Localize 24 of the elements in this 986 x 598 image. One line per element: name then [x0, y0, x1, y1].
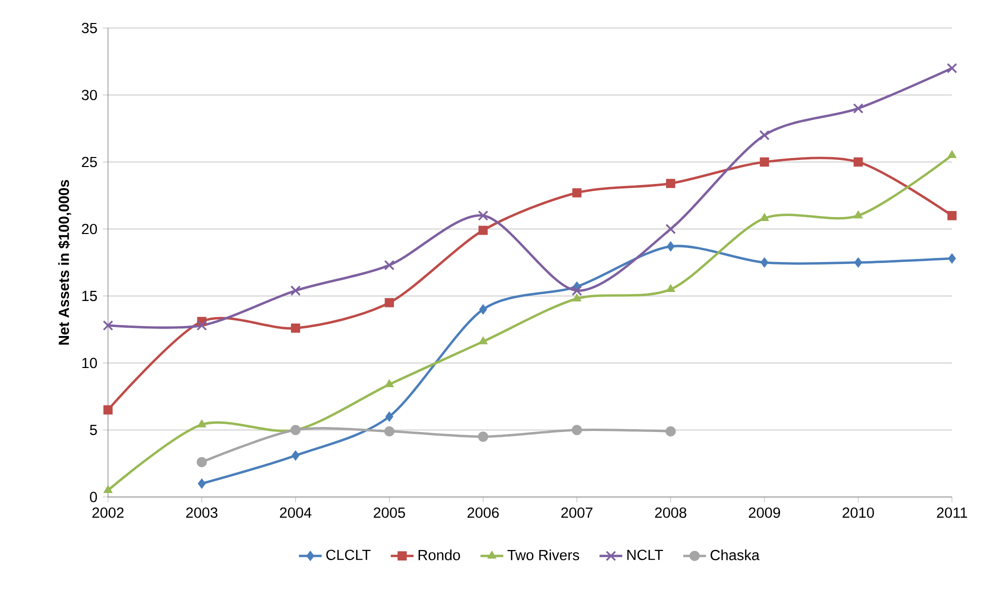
- x-tick-label: 2003: [186, 507, 218, 518]
- x-tick-label: 2010: [842, 507, 874, 518]
- y-tick-label: 35: [82, 22, 97, 34]
- y-tick-label: 30: [82, 90, 97, 100]
- x-tick-label: 2002: [92, 507, 124, 518]
- x-tick-label: 2011: [936, 507, 968, 518]
- y-axis-title: Net Assets in $100,000s: [58, 180, 72, 345]
- x-tick-label: 2009: [748, 507, 780, 518]
- x-tick-label: 2006: [468, 507, 499, 518]
- legend-label: Two Rivers: [507, 549, 580, 560]
- legend-label: CLCLT: [326, 550, 371, 560]
- legend-label: Rondo: [418, 549, 460, 560]
- y-tick-label: 0: [90, 492, 97, 502]
- legend-label: NCLT: [627, 550, 664, 560]
- x-tick-label: 2008: [655, 507, 686, 518]
- x-tick-label: 2007: [561, 507, 592, 518]
- y-tick-label: 5: [90, 424, 97, 436]
- y-tick-label: 10: [82, 358, 97, 368]
- y-tick-label: 20: [82, 224, 97, 234]
- y-tick-label: 25: [82, 156, 97, 168]
- y-tick-label: 15: [82, 290, 97, 302]
- x-tick-label: 2004: [280, 507, 312, 518]
- legend-label: Chaska: [710, 549, 760, 560]
- x-tick-label: 2005: [374, 507, 406, 518]
